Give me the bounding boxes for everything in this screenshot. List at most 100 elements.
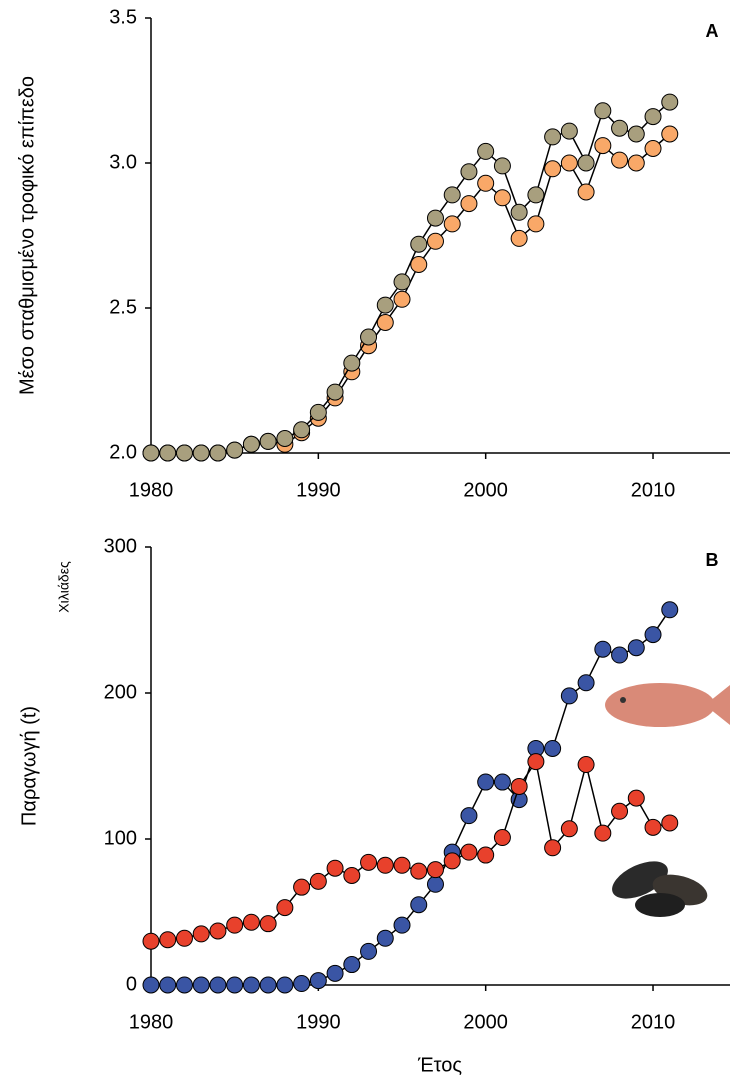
x-tick-label: 2010 bbox=[631, 479, 676, 501]
x-tick-label: 1990 bbox=[296, 479, 341, 501]
data-point bbox=[627, 125, 645, 143]
data-point bbox=[159, 931, 177, 949]
data-point bbox=[544, 739, 562, 757]
y-tick-label: 200 bbox=[104, 681, 137, 703]
data-point bbox=[293, 878, 311, 896]
data-point bbox=[309, 872, 327, 890]
data-point bbox=[192, 444, 210, 462]
data-point bbox=[326, 859, 344, 877]
data-point bbox=[393, 273, 411, 291]
data-point bbox=[611, 151, 629, 169]
data-point bbox=[242, 976, 260, 994]
data-point bbox=[644, 108, 662, 126]
data-point bbox=[560, 687, 578, 705]
y-tick-label: 100 bbox=[104, 827, 137, 849]
data-point bbox=[627, 154, 645, 172]
data-point bbox=[175, 976, 193, 994]
data-point bbox=[611, 646, 629, 664]
data-point bbox=[209, 922, 227, 940]
data-point bbox=[644, 140, 662, 157]
y-unit-label: Χιλιάδες bbox=[56, 561, 72, 613]
y-tick-label: 3.5 bbox=[109, 6, 137, 28]
data-point bbox=[259, 432, 277, 450]
data-point bbox=[410, 896, 428, 914]
data-point bbox=[527, 215, 545, 233]
data-point bbox=[192, 925, 210, 943]
data-point bbox=[242, 913, 260, 931]
data-point bbox=[142, 976, 160, 994]
data-point bbox=[159, 976, 177, 994]
data-point bbox=[443, 215, 461, 233]
data-point bbox=[426, 861, 444, 879]
data-point bbox=[460, 843, 478, 861]
fish-image bbox=[605, 683, 730, 727]
data-point bbox=[309, 972, 327, 990]
data-point bbox=[544, 128, 562, 146]
x-tick-label: 2000 bbox=[463, 479, 508, 501]
data-point bbox=[460, 163, 478, 181]
data-point bbox=[276, 899, 294, 917]
data-point bbox=[309, 403, 327, 421]
data-point bbox=[209, 444, 227, 462]
data-point bbox=[477, 846, 495, 864]
data-point bbox=[510, 203, 528, 221]
data-point bbox=[343, 354, 361, 372]
data-point bbox=[142, 444, 160, 462]
data-point bbox=[460, 807, 478, 825]
panel-label: A bbox=[706, 21, 719, 41]
data-point bbox=[393, 916, 411, 934]
data-point bbox=[376, 856, 394, 874]
data-point bbox=[477, 174, 495, 192]
data-point bbox=[360, 853, 378, 871]
data-point bbox=[209, 976, 227, 994]
y-axis-label: Μέσο σταθμισμένο τροφικό επίπεδο bbox=[16, 76, 38, 395]
data-point bbox=[293, 975, 311, 993]
data-point bbox=[627, 789, 645, 807]
data-point bbox=[293, 421, 311, 439]
data-point bbox=[661, 125, 679, 143]
data-point bbox=[410, 256, 428, 273]
data-point bbox=[326, 964, 344, 982]
data-point bbox=[560, 154, 578, 172]
data-point bbox=[376, 296, 394, 314]
y-tick-label: 3.0 bbox=[109, 151, 137, 173]
data-point bbox=[276, 976, 294, 994]
data-point bbox=[577, 154, 595, 172]
data-point bbox=[611, 119, 629, 137]
data-point bbox=[426, 209, 444, 227]
y-tick-label: 300 bbox=[104, 535, 137, 557]
data-point bbox=[493, 773, 511, 791]
data-point bbox=[326, 383, 344, 401]
data-point bbox=[560, 820, 578, 838]
data-point bbox=[443, 852, 461, 870]
data-point bbox=[259, 976, 277, 994]
data-point bbox=[477, 142, 495, 160]
x-tick-label: 2010 bbox=[631, 1011, 676, 1033]
data-point bbox=[577, 756, 595, 774]
data-point bbox=[393, 856, 411, 874]
data-point bbox=[426, 232, 444, 250]
data-point bbox=[493, 189, 511, 207]
mussels-image bbox=[612, 861, 708, 917]
y-tick-label: 2.0 bbox=[109, 441, 137, 463]
data-point bbox=[510, 229, 528, 247]
data-point bbox=[644, 818, 662, 836]
series-line bbox=[151, 133, 671, 454]
data-point bbox=[276, 430, 294, 447]
x-tick-label: 2000 bbox=[463, 1011, 508, 1033]
data-point bbox=[410, 235, 428, 253]
data-point bbox=[192, 976, 210, 994]
data-point bbox=[661, 814, 679, 832]
data-point bbox=[577, 183, 595, 201]
data-point bbox=[376, 314, 394, 331]
data-point bbox=[343, 867, 361, 884]
data-point bbox=[393, 290, 411, 308]
data-point bbox=[644, 626, 662, 644]
data-point bbox=[527, 753, 545, 771]
data-point bbox=[226, 976, 244, 994]
data-point bbox=[527, 186, 545, 204]
data-point bbox=[661, 601, 679, 619]
series-line bbox=[151, 101, 671, 454]
